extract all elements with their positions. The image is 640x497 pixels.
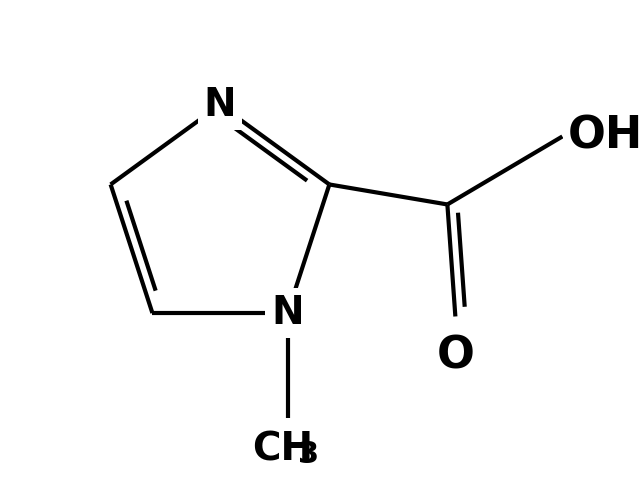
Text: O: O	[436, 334, 474, 377]
Text: N: N	[271, 294, 304, 332]
Text: OH: OH	[568, 115, 640, 158]
Text: 3: 3	[298, 440, 319, 469]
Text: CH: CH	[252, 430, 313, 468]
Text: N: N	[204, 86, 236, 124]
